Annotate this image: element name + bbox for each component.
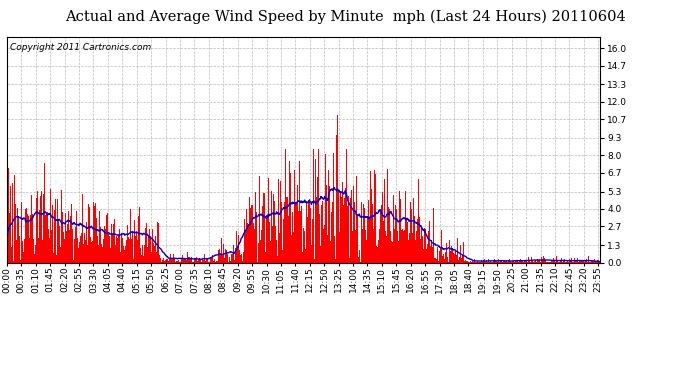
Text: Copyright 2011 Cartronics.com: Copyright 2011 Cartronics.com — [10, 43, 151, 52]
Text: Actual and Average Wind Speed by Minute  mph (Last 24 Hours) 20110604: Actual and Average Wind Speed by Minute … — [65, 9, 625, 24]
